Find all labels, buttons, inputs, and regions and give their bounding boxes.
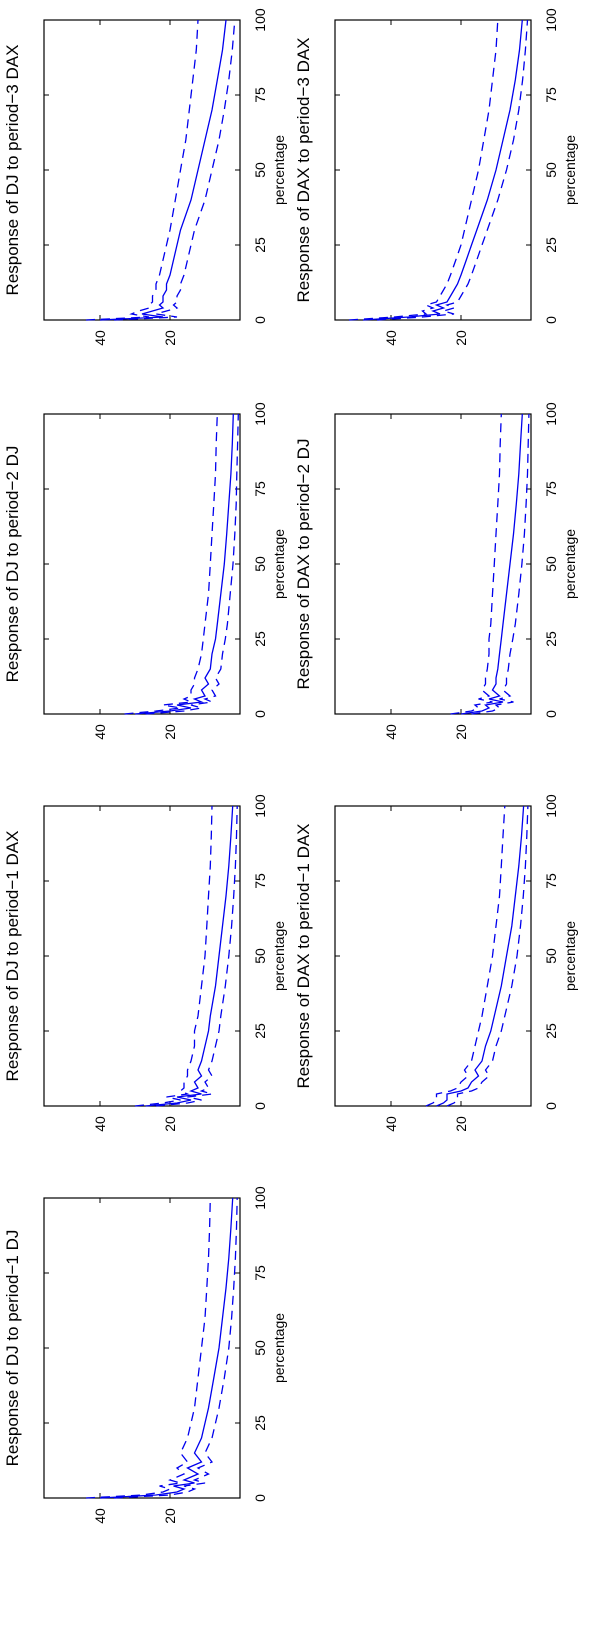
chart-title: Response of DAX to period−3 DAX [294, 37, 313, 302]
x-tick-label: 75 [543, 481, 559, 497]
x-tick-label: 100 [543, 794, 559, 818]
response-line [99, 1197, 234, 1499]
confidence-band-line [145, 413, 239, 715]
y-tick-label: 20 [453, 330, 469, 346]
x-tick-label: 100 [252, 402, 268, 426]
x-tick-label: 0 [252, 710, 268, 718]
x-tick-label: 100 [543, 402, 559, 426]
confidence-band-line [113, 1197, 238, 1499]
y-tick-label: 40 [383, 724, 399, 740]
x-tick-label: 25 [252, 1023, 268, 1039]
x-tick-label: 0 [252, 1102, 268, 1110]
x-tick-label: 50 [252, 162, 268, 178]
x-tick-label: 25 [252, 631, 268, 647]
x-tick-label: 25 [252, 1415, 268, 1431]
chart-panel: Response of DJ to period−1 DJ percentage 0… [3, 1186, 287, 1524]
x-tick-label: 0 [252, 1494, 268, 1502]
confidence-band-line [450, 413, 502, 715]
y-tick-label: 40 [383, 330, 399, 346]
x-tick-label: 25 [543, 237, 559, 253]
x-tick-label: 0 [543, 316, 559, 324]
y-tick-label: 20 [453, 1116, 469, 1132]
confidence-band-line [124, 413, 218, 715]
chart-panel: Response of DAX to period−1 DAX percentag… [294, 794, 578, 1132]
chart-title: Response of DJ to period−1 DAX [3, 831, 22, 1082]
plot-frame [334, 19, 532, 321]
confidence-band-line [113, 19, 236, 321]
response-line [145, 805, 234, 1107]
chart-title: Response of DJ to period−2 DJ [3, 446, 22, 683]
y-axis-label: percentage [562, 135, 578, 205]
x-tick-label: 75 [252, 481, 268, 497]
confidence-band-line [85, 19, 199, 321]
x-tick-label: 0 [543, 1102, 559, 1110]
x-tick-label: 75 [252, 873, 268, 889]
y-axis-label: percentage [271, 529, 287, 599]
plot-frame [43, 19, 241, 321]
x-tick-label: 100 [252, 794, 268, 818]
chart-title: Response of DAX to period−2 DJ [294, 439, 313, 690]
chart-title: Response of DAX to period−1 DAX [294, 823, 313, 1088]
x-tick-label: 25 [543, 631, 559, 647]
x-tick-label: 50 [252, 556, 268, 572]
confidence-band-line [348, 19, 499, 321]
confidence-band-line [155, 805, 238, 1107]
y-tick-label: 20 [162, 724, 178, 740]
panels: Response of DJ to period−1 DJ percentage 0… [3, 8, 578, 1524]
plot-frame [334, 413, 532, 715]
y-tick-label: 40 [92, 1116, 108, 1132]
y-tick-label: 40 [92, 724, 108, 740]
x-tick-label: 100 [252, 8, 268, 32]
x-tick-label: 25 [252, 237, 268, 253]
y-tick-label: 20 [162, 1116, 178, 1132]
confidence-band-line [446, 805, 529, 1107]
chart-title: Response of DJ to period−1 DJ [3, 1230, 22, 1467]
y-tick-label: 40 [92, 1508, 108, 1524]
x-tick-label: 50 [252, 948, 268, 964]
confidence-band-line [85, 1197, 211, 1499]
response-line [436, 805, 525, 1107]
chart-panel: Response of DJ to period−1 DAX percentage… [3, 794, 287, 1132]
chart-panel: Response of DJ to period−3 DAX percentage… [3, 8, 287, 346]
y-tick-label: 20 [162, 330, 178, 346]
response-line [460, 413, 523, 715]
confidence-band-line [376, 19, 529, 321]
chart-panel: Response of DJ to period−2 DJ percentage 0… [3, 402, 287, 740]
y-tick-label: 40 [92, 330, 108, 346]
chart-title: Response of DJ to period−3 DAX [3, 45, 22, 296]
x-tick-label: 50 [543, 162, 559, 178]
x-tick-label: 25 [543, 1023, 559, 1039]
x-tick-label: 50 [543, 948, 559, 964]
chart-panel: Response of DAX to period−3 DAX percentag… [294, 8, 578, 346]
y-tick-label: 40 [383, 1116, 399, 1132]
confidence-band-line [471, 413, 530, 715]
confidence-band-line [425, 805, 506, 1107]
x-tick-label: 100 [543, 8, 559, 32]
confidence-band-line [134, 805, 213, 1107]
response-line [99, 19, 227, 321]
y-axis-label: percentage [562, 529, 578, 599]
y-tick-label: 20 [453, 724, 469, 740]
x-tick-label: 0 [543, 710, 559, 718]
x-tick-label: 75 [252, 87, 268, 103]
response-line [134, 413, 234, 715]
x-tick-label: 50 [252, 1340, 268, 1356]
x-tick-label: 75 [252, 1265, 268, 1281]
y-axis-label: percentage [271, 135, 287, 205]
y-axis-label: percentage [562, 921, 578, 991]
plot-frame [43, 1197, 241, 1499]
response-line [362, 19, 523, 321]
x-tick-label: 50 [543, 556, 559, 572]
y-tick-label: 20 [162, 1508, 178, 1524]
y-axis-label: percentage [271, 921, 287, 991]
x-tick-label: 0 [252, 316, 268, 324]
x-tick-label: 100 [252, 1186, 268, 1210]
chart-panel: Response of DAX to period−2 DJ percentage… [294, 402, 578, 740]
x-tick-label: 75 [543, 87, 559, 103]
y-axis-label: percentage [271, 1313, 287, 1383]
x-tick-label: 75 [543, 873, 559, 889]
